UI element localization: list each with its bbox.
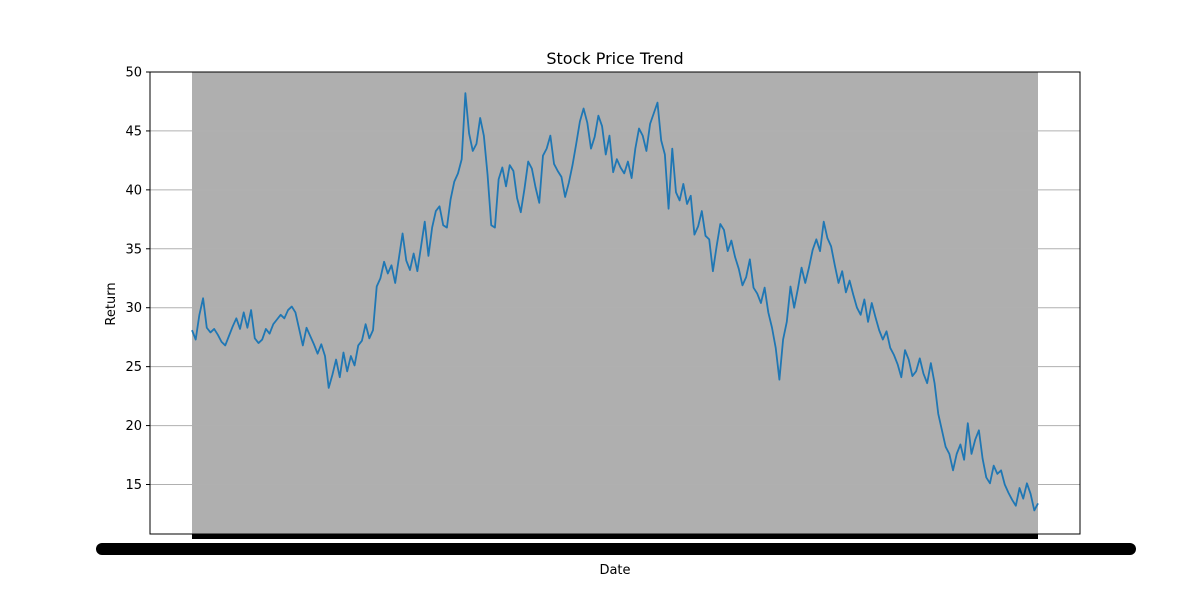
y-axis-label: Return <box>104 282 119 325</box>
y-tick-label: 35 <box>125 242 142 257</box>
y-axis: 15 20 25 30 35 40 45 50 <box>125 66 150 493</box>
axes-frame <box>149 71 1081 535</box>
series-line <box>191 92 1039 512</box>
y-tick-label: 30 <box>125 301 142 316</box>
x-tick-marks <box>192 534 1038 539</box>
x-axis-date-ticks <box>96 534 1136 555</box>
y-tick-label: 50 <box>125 66 142 81</box>
x-axis-label: Date <box>599 563 630 578</box>
y-tick-label: 40 <box>125 183 142 198</box>
y-tick-label: 15 <box>125 478 142 493</box>
y-tick-label: 25 <box>125 360 142 375</box>
x-tick-labels-overlapped <box>96 543 1136 555</box>
y-tick-label: 45 <box>125 124 142 139</box>
chart-title: Stock Price Trend <box>546 49 683 68</box>
y-tick-label: 20 <box>125 419 142 434</box>
plot-area <box>192 72 1038 534</box>
